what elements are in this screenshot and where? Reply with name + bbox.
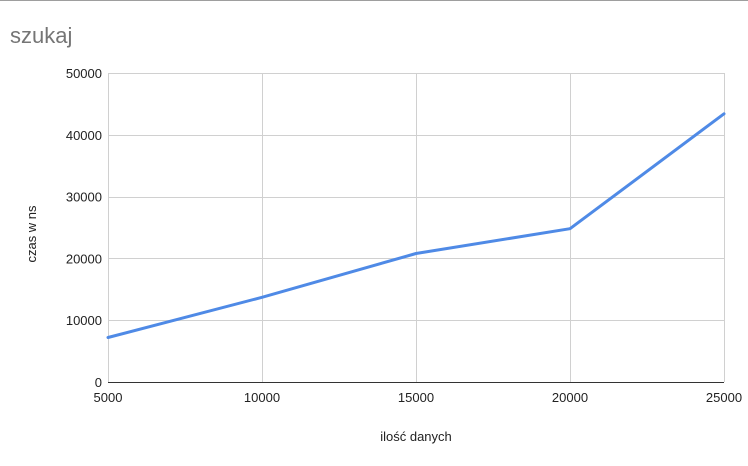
y-tick-labels: 0 10000 20000 30000 40000 50000 xyxy=(66,66,102,390)
y-axis-label: czas w ns xyxy=(24,205,39,263)
chart-title: szukaj xyxy=(10,23,72,48)
x-tick-label: 10000 xyxy=(244,390,280,405)
x-tick-label: 15000 xyxy=(398,390,434,405)
y-tick-label: 20000 xyxy=(66,251,102,266)
x-axis-label: ilość danych xyxy=(380,429,452,444)
x-tick-label: 20000 xyxy=(552,390,588,405)
y-tick-label: 10000 xyxy=(66,313,102,328)
x-tick-label: 5000 xyxy=(94,390,123,405)
x-tick-labels: 5000 10000 15000 20000 25000 xyxy=(94,390,743,405)
y-tick-label: 40000 xyxy=(66,128,102,143)
y-tick-label: 50000 xyxy=(66,66,102,81)
series-line xyxy=(106,112,726,339)
series-layer xyxy=(106,112,726,339)
y-tick-label: 30000 xyxy=(66,190,102,205)
x-tick-label: 25000 xyxy=(706,390,742,405)
y-tick-label: 0 xyxy=(95,375,102,390)
grid-lines xyxy=(108,73,725,383)
